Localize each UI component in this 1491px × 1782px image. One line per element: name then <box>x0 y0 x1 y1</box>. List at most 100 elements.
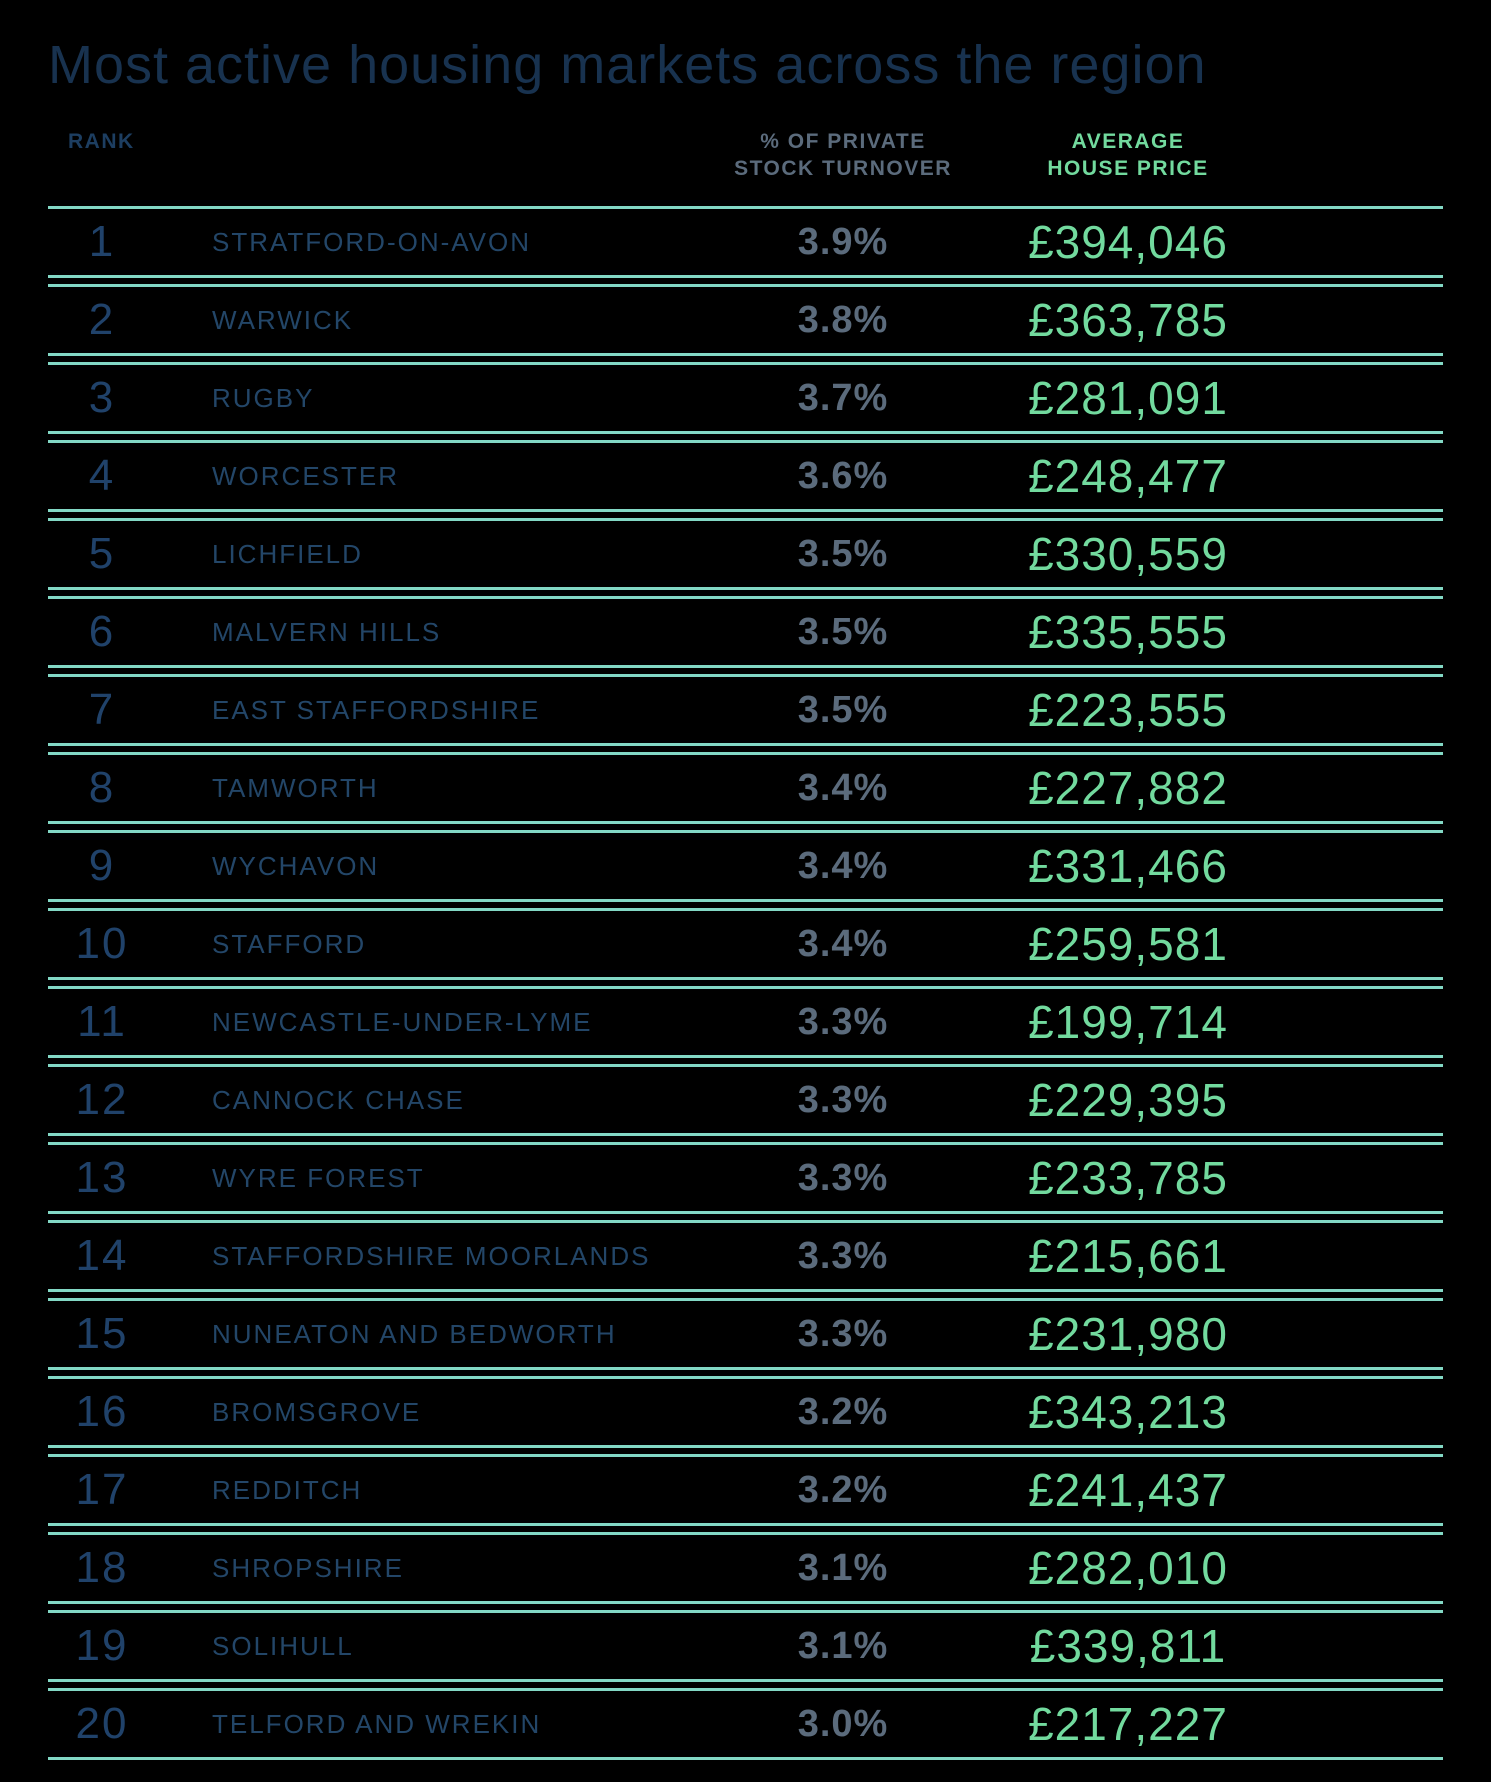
price-value: £223,555 <box>1028 684 1228 736</box>
price-header-line1: AVERAGE <box>1071 130 1185 153</box>
area-name: NUNEATON AND BEDWORTH <box>212 1318 617 1349</box>
table-row: 10 STAFFORD 3.4% £259,581 <box>48 908 1443 980</box>
table-row: 17 REDDITCH 3.2% £241,437 <box>48 1454 1443 1526</box>
turnover-value: 3.9% <box>797 220 889 263</box>
table-row: 8 TAMWORTH 3.4% £227,882 <box>48 752 1443 824</box>
table-row: 18 SHROPSHIRE 3.1% £282,010 <box>48 1532 1443 1604</box>
table-row: 12 CANNOCK CHASE 3.3% £229,395 <box>48 1064 1443 1136</box>
rank-value: 4 <box>88 451 116 500</box>
table-row: 16 BROMSGROVE 3.2% £343,213 <box>48 1376 1443 1448</box>
turnover-value: 3.1% <box>797 1546 889 1589</box>
table-row: 7 EAST STAFFORDSHIRE 3.5% £223,555 <box>48 674 1443 746</box>
rank-column-header: RANK <box>68 130 135 153</box>
turnover-value: 3.3% <box>797 1078 889 1121</box>
area-name: MALVERN HILLS <box>212 616 442 647</box>
table-row: 2 WARWICK 3.8% £363,785 <box>48 284 1443 356</box>
turnover-value: 3.3% <box>797 1234 889 1277</box>
price-value: £343,213 <box>1028 1386 1228 1438</box>
page-title: Most active housing markets across the r… <box>48 35 1207 95</box>
price-value: £394,046 <box>1028 216 1228 268</box>
turnover-value: 3.3% <box>797 1000 889 1043</box>
turnover-header-line1: % OF PRIVATE <box>760 130 926 153</box>
price-value: £229,395 <box>1028 1074 1228 1126</box>
table-row: 19 SOLIHULL 3.1% £339,811 <box>48 1610 1443 1682</box>
area-name: NEWCASTLE-UNDER-LYME <box>212 1006 593 1037</box>
price-column-header: AVERAGE HOUSE PRICE <box>973 122 1283 183</box>
rank-value: 14 <box>75 1231 129 1280</box>
area-name: TELFORD AND WREKIN <box>212 1708 542 1739</box>
turnover-value: 3.3% <box>797 1312 889 1355</box>
rank-value: 12 <box>75 1075 129 1124</box>
turnover-value: 3.5% <box>797 688 889 731</box>
turnover-value: 3.5% <box>797 610 889 653</box>
price-value: £233,785 <box>1028 1152 1228 1204</box>
rank-value: 19 <box>75 1621 129 1670</box>
turnover-value: 3.2% <box>797 1390 889 1433</box>
table-row: 3 RUGBY 3.7% £281,091 <box>48 362 1443 434</box>
price-value: £241,437 <box>1028 1464 1228 1516</box>
price-value: £282,010 <box>1028 1542 1228 1594</box>
area-name: SHROPSHIRE <box>212 1552 404 1583</box>
rank-value: 17 <box>75 1465 129 1514</box>
table-row: 1 STRATFORD-ON-AVON 3.9% £394,046 <box>48 206 1443 278</box>
price-value: £330,559 <box>1028 528 1228 580</box>
rank-value: 6 <box>88 607 116 656</box>
rank-value: 20 <box>75 1699 129 1748</box>
area-name: LICHFIELD <box>212 538 363 569</box>
rank-value: 15 <box>75 1309 129 1358</box>
table-row: 6 MALVERN HILLS 3.5% £335,555 <box>48 596 1443 668</box>
area-name: WYRE FOREST <box>212 1162 425 1193</box>
price-value: £199,714 <box>1028 996 1228 1048</box>
rank-value: 18 <box>75 1543 129 1592</box>
rank-value: 10 <box>75 919 129 968</box>
rank-value: 9 <box>88 841 116 890</box>
price-value: £331,466 <box>1028 840 1228 892</box>
price-value: £259,581 <box>1028 918 1228 970</box>
turnover-value: 3.3% <box>797 1156 889 1199</box>
price-value: £281,091 <box>1028 372 1228 424</box>
table-row: 5 LICHFIELD 3.5% £330,559 <box>48 518 1443 590</box>
turnover-value: 3.0% <box>797 1702 889 1745</box>
rank-value: 7 <box>88 685 116 734</box>
area-name: CANNOCK CHASE <box>212 1084 465 1115</box>
rank-value: 11 <box>77 997 127 1046</box>
rank-value: 2 <box>88 295 116 344</box>
price-value: £215,661 <box>1028 1230 1228 1282</box>
table-row: 15 NUNEATON AND BEDWORTH 3.3% £231,980 <box>48 1298 1443 1370</box>
area-name: WYCHAVON <box>212 850 380 881</box>
table-row: 14 STAFFORDSHIRE MOORLANDS 3.3% £215,661 <box>48 1220 1443 1292</box>
turnover-value: 3.4% <box>797 844 889 887</box>
turnover-value: 3.4% <box>797 766 889 809</box>
price-value: £363,785 <box>1028 294 1228 346</box>
price-value: £248,477 <box>1028 450 1228 502</box>
turnover-value: 3.8% <box>797 298 889 341</box>
area-name: STAFFORDSHIRE MOORLANDS <box>212 1240 651 1271</box>
table-row: 13 WYRE FOREST 3.3% £233,785 <box>48 1142 1443 1214</box>
rank-value: 3 <box>88 373 116 422</box>
table-row: 20 TELFORD AND WREKIN 3.0% £217,227 <box>48 1688 1443 1760</box>
turnover-value: 3.7% <box>797 376 889 419</box>
turnover-value: 3.4% <box>797 922 889 965</box>
rank-value: 16 <box>75 1387 129 1436</box>
turnover-header-line2: STOCK TURNOVER <box>734 157 952 181</box>
table-row: 9 WYCHAVON 3.4% £331,466 <box>48 830 1443 902</box>
rank-value: 13 <box>75 1153 129 1202</box>
area-name: SOLIHULL <box>212 1630 354 1661</box>
turnover-value: 3.6% <box>797 454 889 497</box>
turnover-value: 3.1% <box>797 1624 889 1667</box>
price-value: £339,811 <box>1029 1620 1227 1672</box>
table-header: RANK % OF PRIVATE STOCK TURNOVER AVERAGE… <box>48 122 1443 190</box>
turnover-value: 3.5% <box>797 532 889 575</box>
area-name: EAST STAFFORDSHIRE <box>212 694 541 725</box>
table-row: 4 WORCESTER 3.6% £248,477 <box>48 440 1443 512</box>
area-name: WARWICK <box>212 304 354 335</box>
rank-value: 1 <box>88 217 116 266</box>
price-value: £217,227 <box>1028 1698 1228 1750</box>
turnover-value: 3.2% <box>797 1468 889 1511</box>
area-name: STAFFORD <box>212 928 367 959</box>
area-name: BROMSGROVE <box>212 1396 422 1427</box>
price-header-line2: HOUSE PRICE <box>1047 157 1209 181</box>
price-value: £231,980 <box>1028 1308 1228 1360</box>
rank-value: 5 <box>88 529 116 578</box>
